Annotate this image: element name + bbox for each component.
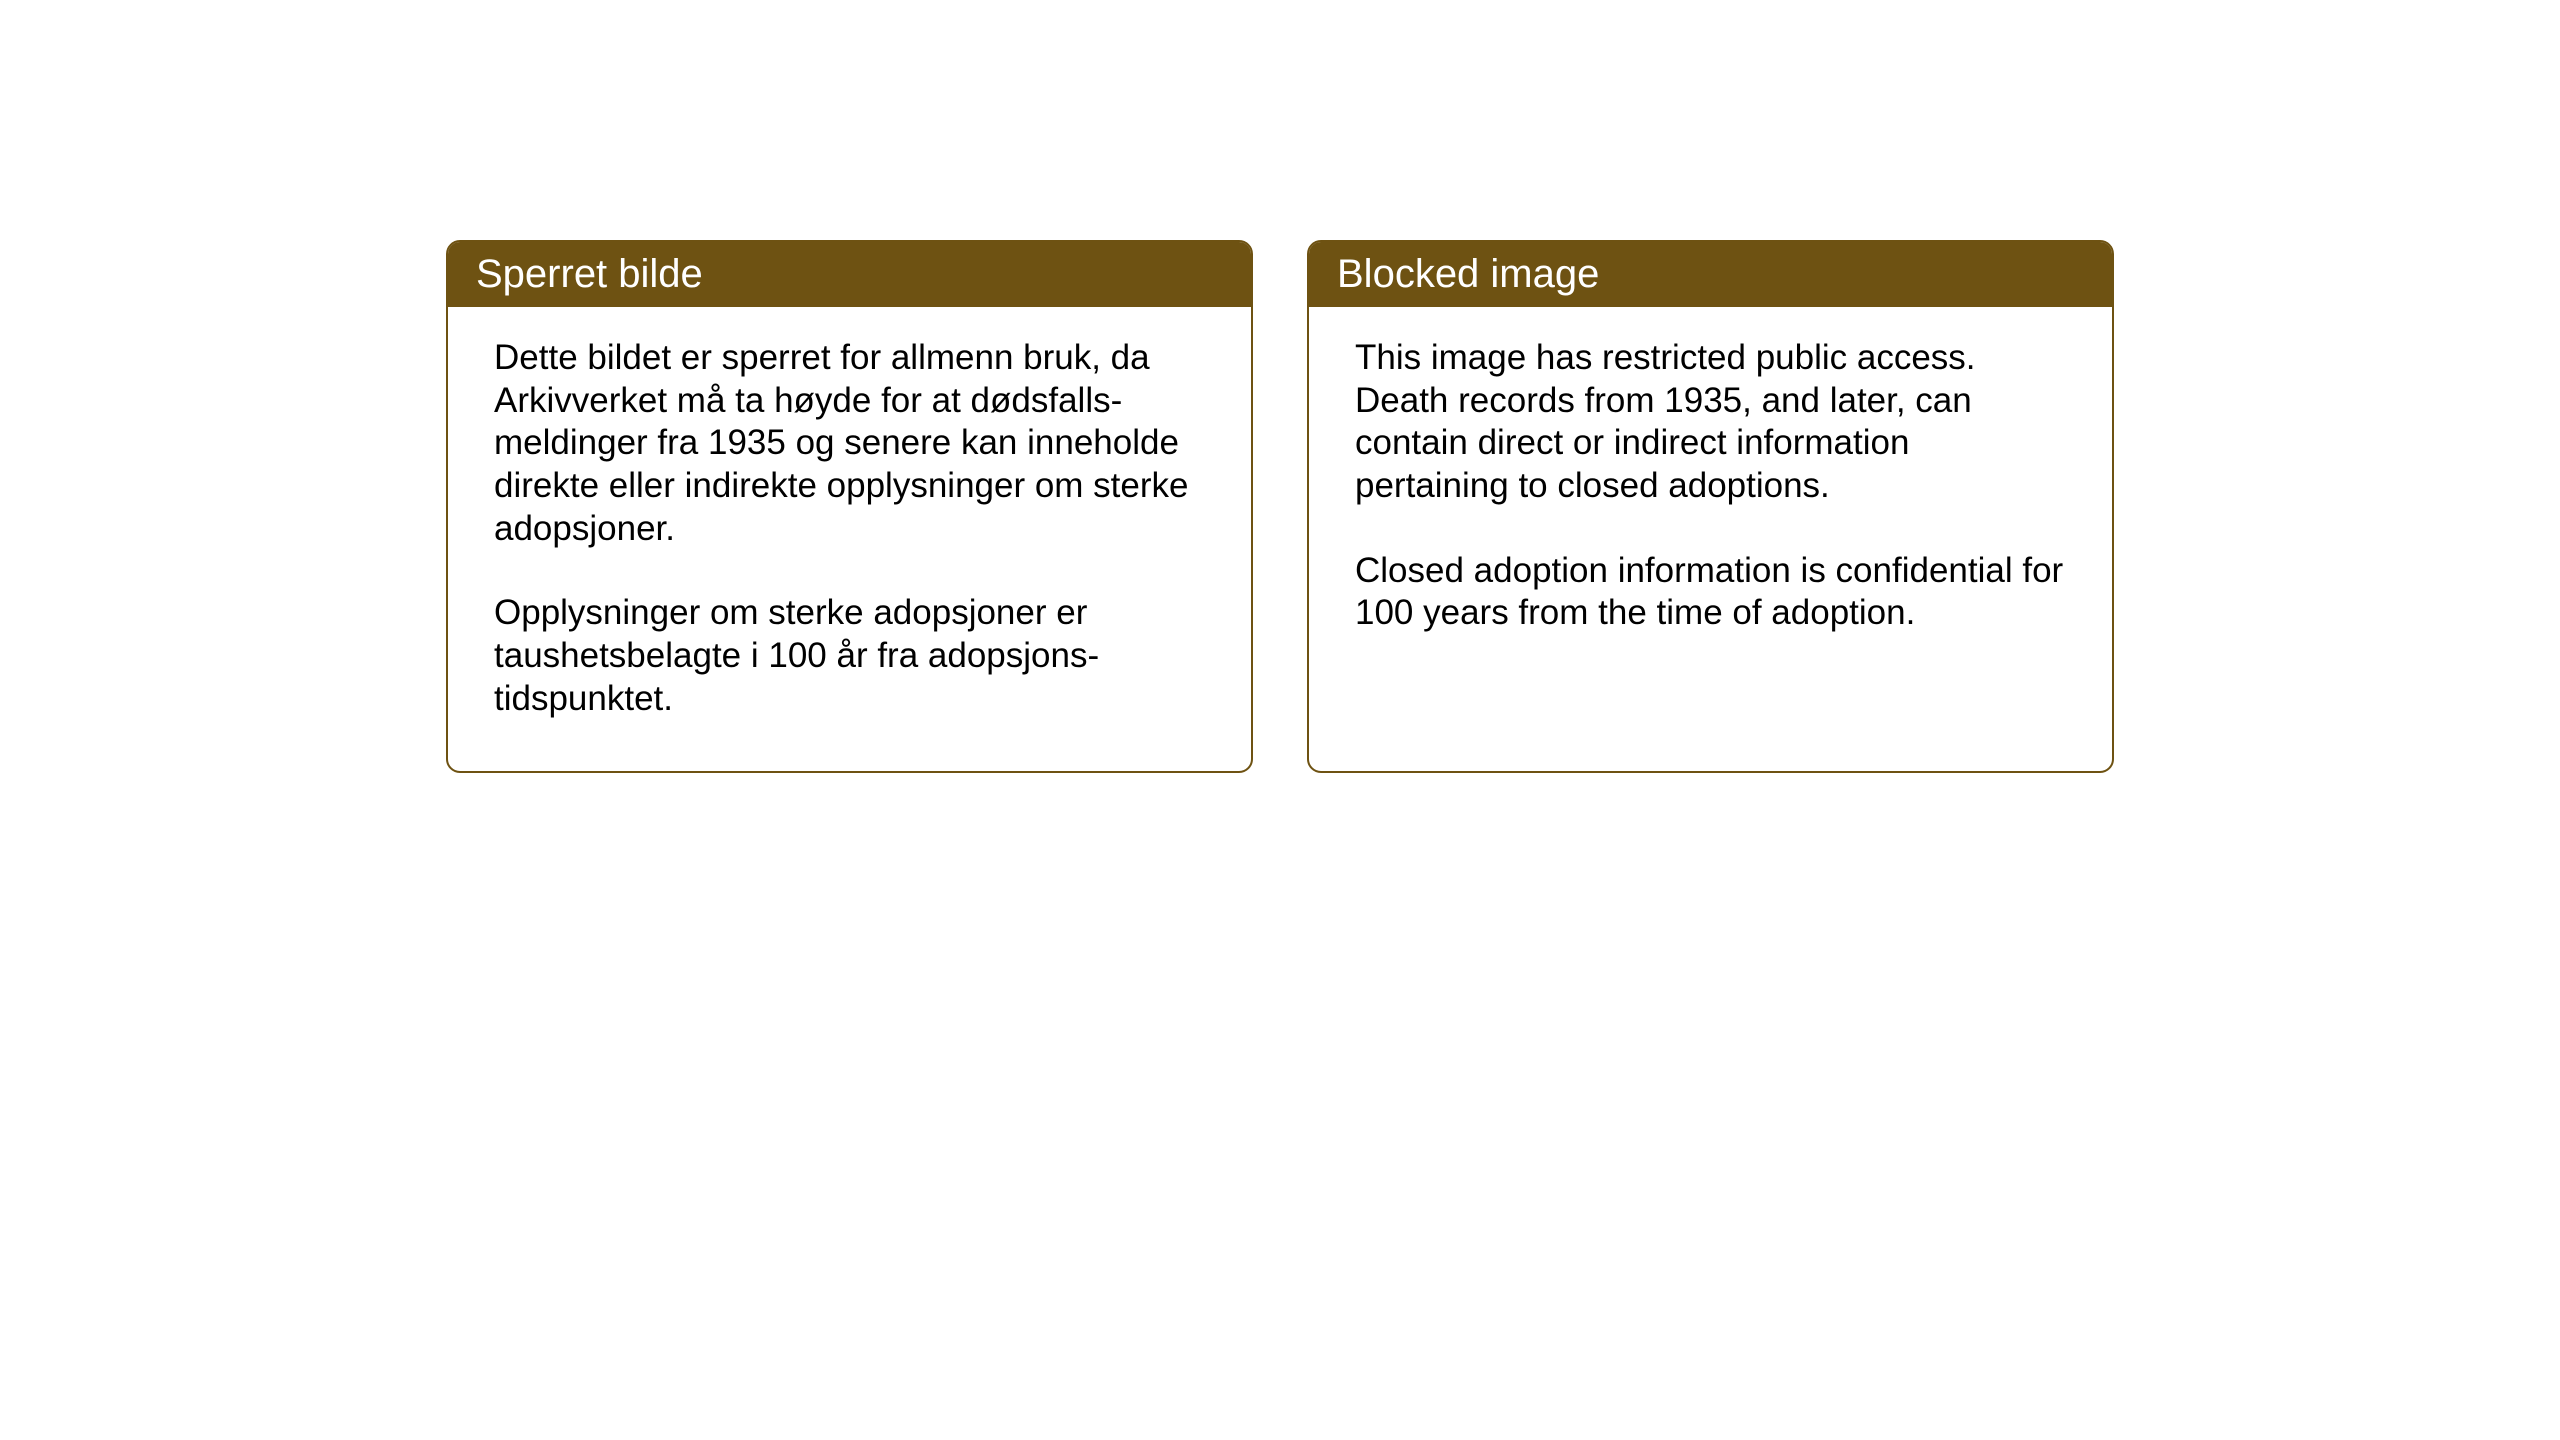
notice-box-english: Blocked image This image has restricted … [1307,240,2114,773]
notice-paragraph-1-english: This image has restricted public access.… [1355,337,2066,508]
notice-paragraph-1-norwegian: Dette bildet er sperret for allmenn bruk… [494,337,1205,550]
notice-body-norwegian: Dette bildet er sperret for allmenn bruk… [448,307,1251,771]
notice-box-norwegian: Sperret bilde Dette bildet er sperret fo… [446,240,1253,773]
notice-body-english: This image has restricted public access.… [1309,307,2112,685]
notice-paragraph-2-norwegian: Opplysninger om sterke adopsjoner er tau… [494,592,1205,720]
notice-paragraph-2-english: Closed adoption information is confident… [1355,550,2066,635]
notice-header-english: Blocked image [1309,242,2112,307]
notice-header-norwegian: Sperret bilde [448,242,1251,307]
notice-container: Sperret bilde Dette bildet er sperret fo… [446,240,2114,773]
